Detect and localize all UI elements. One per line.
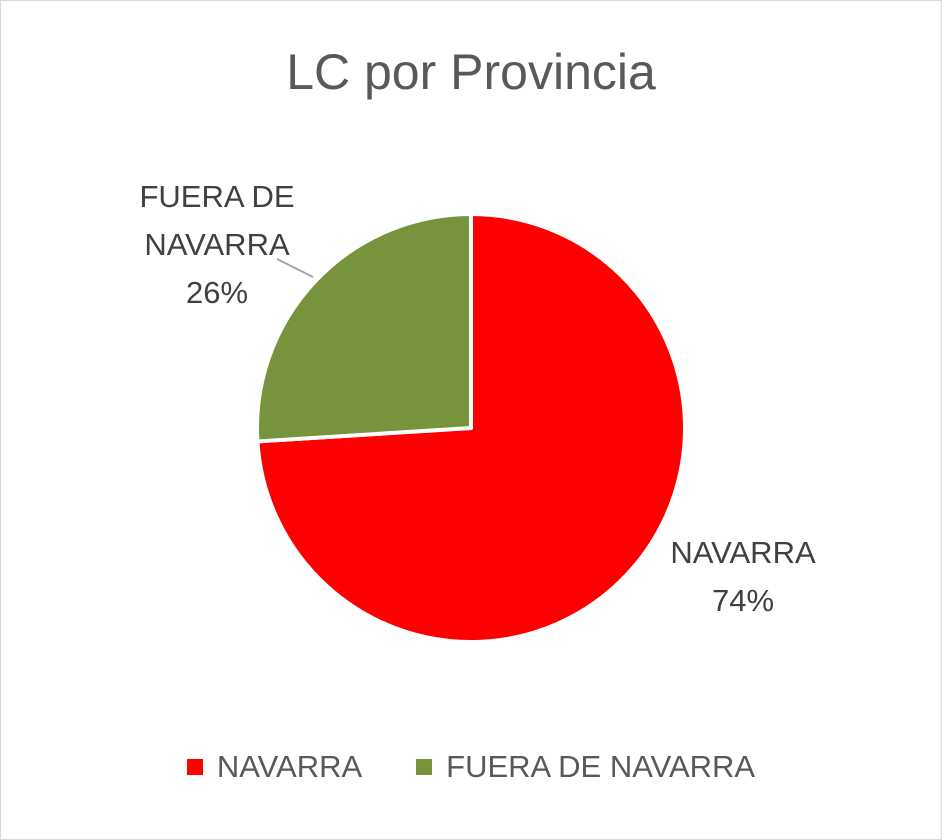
chart-title: LC por Provincia	[286, 44, 656, 100]
data-label-fuera-percent: 26%	[185, 275, 249, 310]
legend-label-fuera-de-navarra: FUERA DE NAVARRA	[446, 749, 756, 784]
pie-slice-fuera-de-navarra	[255, 212, 473, 444]
data-label-navarra-percent: 74%	[711, 583, 775, 618]
legend-label-navarra: NAVARRA	[216, 749, 363, 784]
pie-slices	[255, 212, 687, 644]
data-label-navarra-name: NAVARRA	[670, 535, 816, 570]
legend-swatch-navarra	[186, 759, 203, 775]
leader-line-fuera-de-navarra	[276, 258, 314, 278]
legend: NAVARRA FUERA DE NAVARRA	[1, 749, 941, 785]
legend-item-navarra: NAVARRA	[186, 749, 363, 785]
data-label-navarra: NAVARRA 74%	[653, 529, 833, 625]
legend-swatch-fuera-de-navarra	[416, 759, 433, 775]
data-label-fuera-line-1: FUERA DE	[139, 179, 295, 214]
legend-item-fuera-de-navarra: FUERA DE NAVARRA	[416, 749, 755, 785]
data-label-fuera-de-navarra: FUERA DE NAVARRA 26%	[119, 173, 315, 317]
data-label-fuera-line-2: NAVARRA	[144, 227, 290, 262]
